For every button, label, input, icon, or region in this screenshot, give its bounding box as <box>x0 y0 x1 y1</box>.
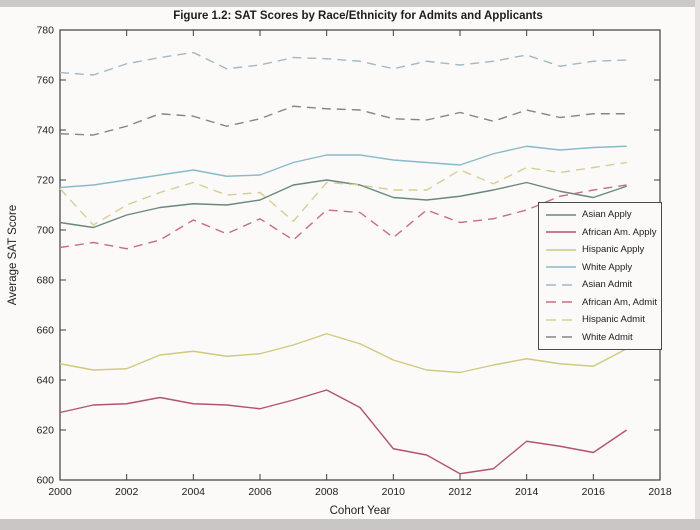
y-tick-label: 720 <box>36 175 54 187</box>
chart-title: Figure 1.2: SAT Scores by Race/Ethnicity… <box>173 10 543 22</box>
legend-line-sample <box>546 213 576 216</box>
legend-item: African Am. Apply <box>546 224 661 240</box>
photo-edge-right <box>695 0 700 530</box>
y-tick-label: 620 <box>36 425 54 437</box>
series-line-african-am-apply <box>59 389 628 475</box>
legend-label: Hispanic Admit <box>582 314 645 326</box>
legend-item: Asian Apply <box>546 207 661 223</box>
y-tick-label: 660 <box>36 325 54 337</box>
x-tick-label: 2000 <box>48 486 72 498</box>
plot-area: 2000 2002 2004 2006 2008 2010 2012 2014 2016 2018… <box>36 25 671 499</box>
legend-label: African Am. Apply <box>582 226 657 238</box>
legend-item: Asian Admit <box>546 277 661 293</box>
legend-label: Asian Apply <box>582 209 632 221</box>
chart-legend: Asian Apply African Am. Apply Hispanic App… <box>538 202 662 350</box>
y-tick-label: 740 <box>36 125 54 137</box>
y-tick-label: 780 <box>36 25 54 37</box>
x-tick-label: 2006 <box>248 486 272 498</box>
series-line-hispanic-apply <box>59 333 627 374</box>
legend-item: Hispanic Apply <box>546 242 661 258</box>
legend-item: Hispanic Admit <box>546 312 661 328</box>
series-line-african-am-admit <box>59 184 627 250</box>
x-tick-label: 2004 <box>182 486 206 498</box>
y-tick-label: 600 <box>36 475 54 487</box>
x-tick-label: 2016 <box>582 486 606 498</box>
x-axis-label: Cohort Year <box>330 505 391 517</box>
legend-line-sample <box>546 283 576 286</box>
x-tick-label: 2002 <box>115 486 139 498</box>
series-line-asian-admit <box>59 51 627 76</box>
y-tick-label: 680 <box>36 275 54 287</box>
y-axis-label: Average SAT Score <box>7 205 19 305</box>
legend-item: African Am, Admit <box>546 294 661 310</box>
series-line-white-admit <box>59 105 627 136</box>
series-line-hispanic-admit <box>59 161 627 226</box>
legend-line-sample <box>546 231 576 234</box>
x-tick-label: 2010 <box>382 486 406 498</box>
photo-edge-bottom <box>0 519 700 530</box>
legend-item: White Apply <box>546 259 661 275</box>
x-tick-label: 2014 <box>515 486 539 498</box>
legend-label: Hispanic Apply <box>582 244 645 256</box>
y-tick-label: 700 <box>36 225 54 237</box>
y-tick-label: 640 <box>36 375 54 387</box>
legend-line-sample <box>546 318 576 321</box>
x-tick-label: 2018 <box>648 486 672 498</box>
legend-line-sample <box>546 266 576 269</box>
legend-label: Asian Admit <box>582 279 633 291</box>
legend-line-sample <box>546 301 576 304</box>
x-tick-label: 2008 <box>315 486 339 498</box>
legend-label: African Am, Admit <box>582 296 657 308</box>
x-tick-label: 2012 <box>448 486 472 498</box>
legend-label: White Apply <box>582 261 633 273</box>
series-line-white-apply <box>59 145 627 189</box>
legend-line-sample <box>546 248 576 251</box>
legend-item: White Admit <box>546 329 661 345</box>
y-tick-label: 760 <box>36 75 54 87</box>
legend-label: White Admit <box>582 331 633 343</box>
series-line-asian-apply <box>59 179 627 229</box>
legend-line-sample <box>546 336 576 339</box>
photo-edge-top <box>0 0 700 7</box>
